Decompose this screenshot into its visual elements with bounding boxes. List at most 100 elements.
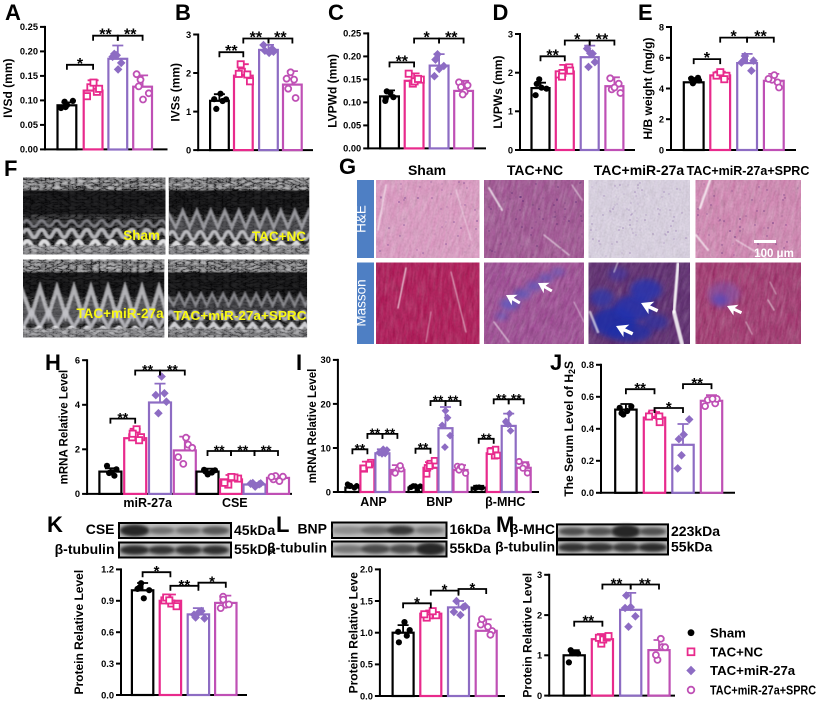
svg-text:**: ** xyxy=(179,577,191,594)
svg-text:*: * xyxy=(666,399,672,416)
svg-text:*: * xyxy=(469,580,475,597)
svg-text:**: ** xyxy=(691,375,703,392)
svg-text:1: 1 xyxy=(537,651,542,661)
svg-text:*: * xyxy=(209,574,215,591)
svg-text:2: 2 xyxy=(659,115,664,125)
svg-text:0.5: 0.5 xyxy=(360,660,373,670)
svg-text:**: ** xyxy=(237,442,248,458)
svg-text:2.0: 2.0 xyxy=(360,565,373,575)
svg-text:**: ** xyxy=(124,27,137,44)
svg-text:100 μm: 100 μm xyxy=(754,248,794,260)
svg-text:β-tubulin: β-tubulin xyxy=(267,540,327,556)
svg-text:I: I xyxy=(296,350,302,375)
svg-text:0.05: 0.05 xyxy=(343,121,361,131)
svg-text:**: ** xyxy=(445,30,458,47)
svg-text:**: ** xyxy=(433,393,444,408)
svg-text:G: G xyxy=(339,154,356,179)
svg-text:B: B xyxy=(175,0,191,25)
svg-text:55kDa: 55kDa xyxy=(234,541,275,557)
svg-text:0: 0 xyxy=(186,145,191,155)
svg-text:H&E: H&E xyxy=(354,205,369,233)
svg-text:**: ** xyxy=(448,393,459,408)
svg-text:TAC+miR-27a+SPRC: TAC+miR-27a+SPRC xyxy=(687,164,810,178)
svg-text:ANP: ANP xyxy=(360,495,386,509)
svg-text:**: ** xyxy=(396,53,409,70)
svg-text:0.6: 0.6 xyxy=(101,628,114,638)
svg-text:mRNA Relative Level: mRNA Relative Level xyxy=(58,370,70,485)
svg-text:0.10: 0.10 xyxy=(343,98,361,108)
svg-text:*: * xyxy=(704,50,711,67)
svg-text:IVSd (mm): IVSd (mm) xyxy=(1,58,15,117)
svg-text:**: ** xyxy=(754,29,767,46)
svg-text:0.0: 0.0 xyxy=(581,488,594,498)
svg-text:55kDa: 55kDa xyxy=(450,540,491,556)
svg-text:**: ** xyxy=(596,32,609,49)
svg-text:IVSs (mm): IVSs (mm) xyxy=(169,63,183,122)
svg-text:0.9: 0.9 xyxy=(101,596,114,606)
svg-text:**: ** xyxy=(385,426,396,441)
svg-text:6: 6 xyxy=(659,53,664,63)
svg-text:0.20: 0.20 xyxy=(20,47,38,57)
svg-text:0.05: 0.05 xyxy=(20,120,38,130)
svg-text:**: ** xyxy=(225,43,238,60)
svg-text:0: 0 xyxy=(508,145,513,155)
svg-text:1: 1 xyxy=(186,107,191,117)
svg-text:**: ** xyxy=(250,30,263,47)
svg-text:**: ** xyxy=(481,431,492,446)
svg-text:0.00: 0.00 xyxy=(20,145,38,155)
svg-text:**: ** xyxy=(496,391,507,406)
svg-text:**: ** xyxy=(582,613,594,630)
svg-text:16kDa: 16kDa xyxy=(450,521,491,537)
svg-text:*: * xyxy=(77,56,84,73)
svg-text:4: 4 xyxy=(659,84,665,94)
svg-text:**: ** xyxy=(142,362,153,378)
svg-text:β-MHC: β-MHC xyxy=(510,521,555,537)
svg-text:CSE: CSE xyxy=(222,496,248,510)
svg-text:0: 0 xyxy=(326,487,331,497)
svg-text:0.15: 0.15 xyxy=(20,71,38,81)
svg-text:1: 1 xyxy=(508,107,513,117)
svg-text:0.4: 0.4 xyxy=(581,424,595,434)
svg-text:**: ** xyxy=(418,441,429,456)
svg-text:Sham: Sham xyxy=(123,228,160,243)
svg-text:TAC+miR-27a+SPRC: TAC+miR-27a+SPRC xyxy=(174,308,308,323)
svg-text:6: 6 xyxy=(75,356,80,366)
svg-text:TAC+miR-27a: TAC+miR-27a xyxy=(710,663,796,678)
svg-text:**: ** xyxy=(639,576,651,593)
svg-text:0: 0 xyxy=(659,145,664,155)
svg-text:TAC+NC: TAC+NC xyxy=(252,229,306,244)
svg-text:0.25: 0.25 xyxy=(20,22,38,32)
svg-text:C: C xyxy=(328,0,344,25)
svg-text:3: 3 xyxy=(508,29,513,39)
svg-text:**: ** xyxy=(261,442,272,458)
svg-text:2: 2 xyxy=(75,445,80,455)
svg-text:J: J xyxy=(550,350,562,375)
svg-text:D: D xyxy=(493,0,509,25)
svg-text:2: 2 xyxy=(508,68,513,78)
svg-text:TAC+NC: TAC+NC xyxy=(507,162,563,178)
svg-text:55kDa: 55kDa xyxy=(671,539,712,555)
svg-text:0.25: 0.25 xyxy=(343,29,361,39)
svg-text:Sham: Sham xyxy=(710,625,746,640)
svg-text:1.0: 1.0 xyxy=(360,628,373,638)
svg-text:L: L xyxy=(276,512,289,537)
svg-text:3: 3 xyxy=(537,570,542,580)
svg-text:30: 30 xyxy=(321,355,331,365)
svg-text:0: 0 xyxy=(75,489,80,499)
svg-text:10: 10 xyxy=(321,443,331,453)
svg-text:0.00: 0.00 xyxy=(343,144,361,154)
svg-text:TAC+NC: TAC+NC xyxy=(710,644,763,659)
svg-text:**: ** xyxy=(214,442,225,458)
svg-text:TAC+miR-27a: TAC+miR-27a xyxy=(594,162,685,178)
svg-text:Masson: Masson xyxy=(354,279,369,326)
svg-text:0.0: 0.0 xyxy=(360,691,373,701)
svg-text:H: H xyxy=(45,350,61,375)
svg-text:20: 20 xyxy=(321,399,331,409)
svg-text:β-tubulin: β-tubulin xyxy=(495,539,555,555)
svg-text:**: ** xyxy=(99,27,112,44)
svg-text:**: ** xyxy=(355,441,366,456)
svg-text:**: ** xyxy=(274,30,287,47)
svg-text:β-tubulin: β-tubulin xyxy=(55,541,115,557)
svg-text:*: * xyxy=(730,29,737,46)
svg-text:*: * xyxy=(154,563,160,580)
